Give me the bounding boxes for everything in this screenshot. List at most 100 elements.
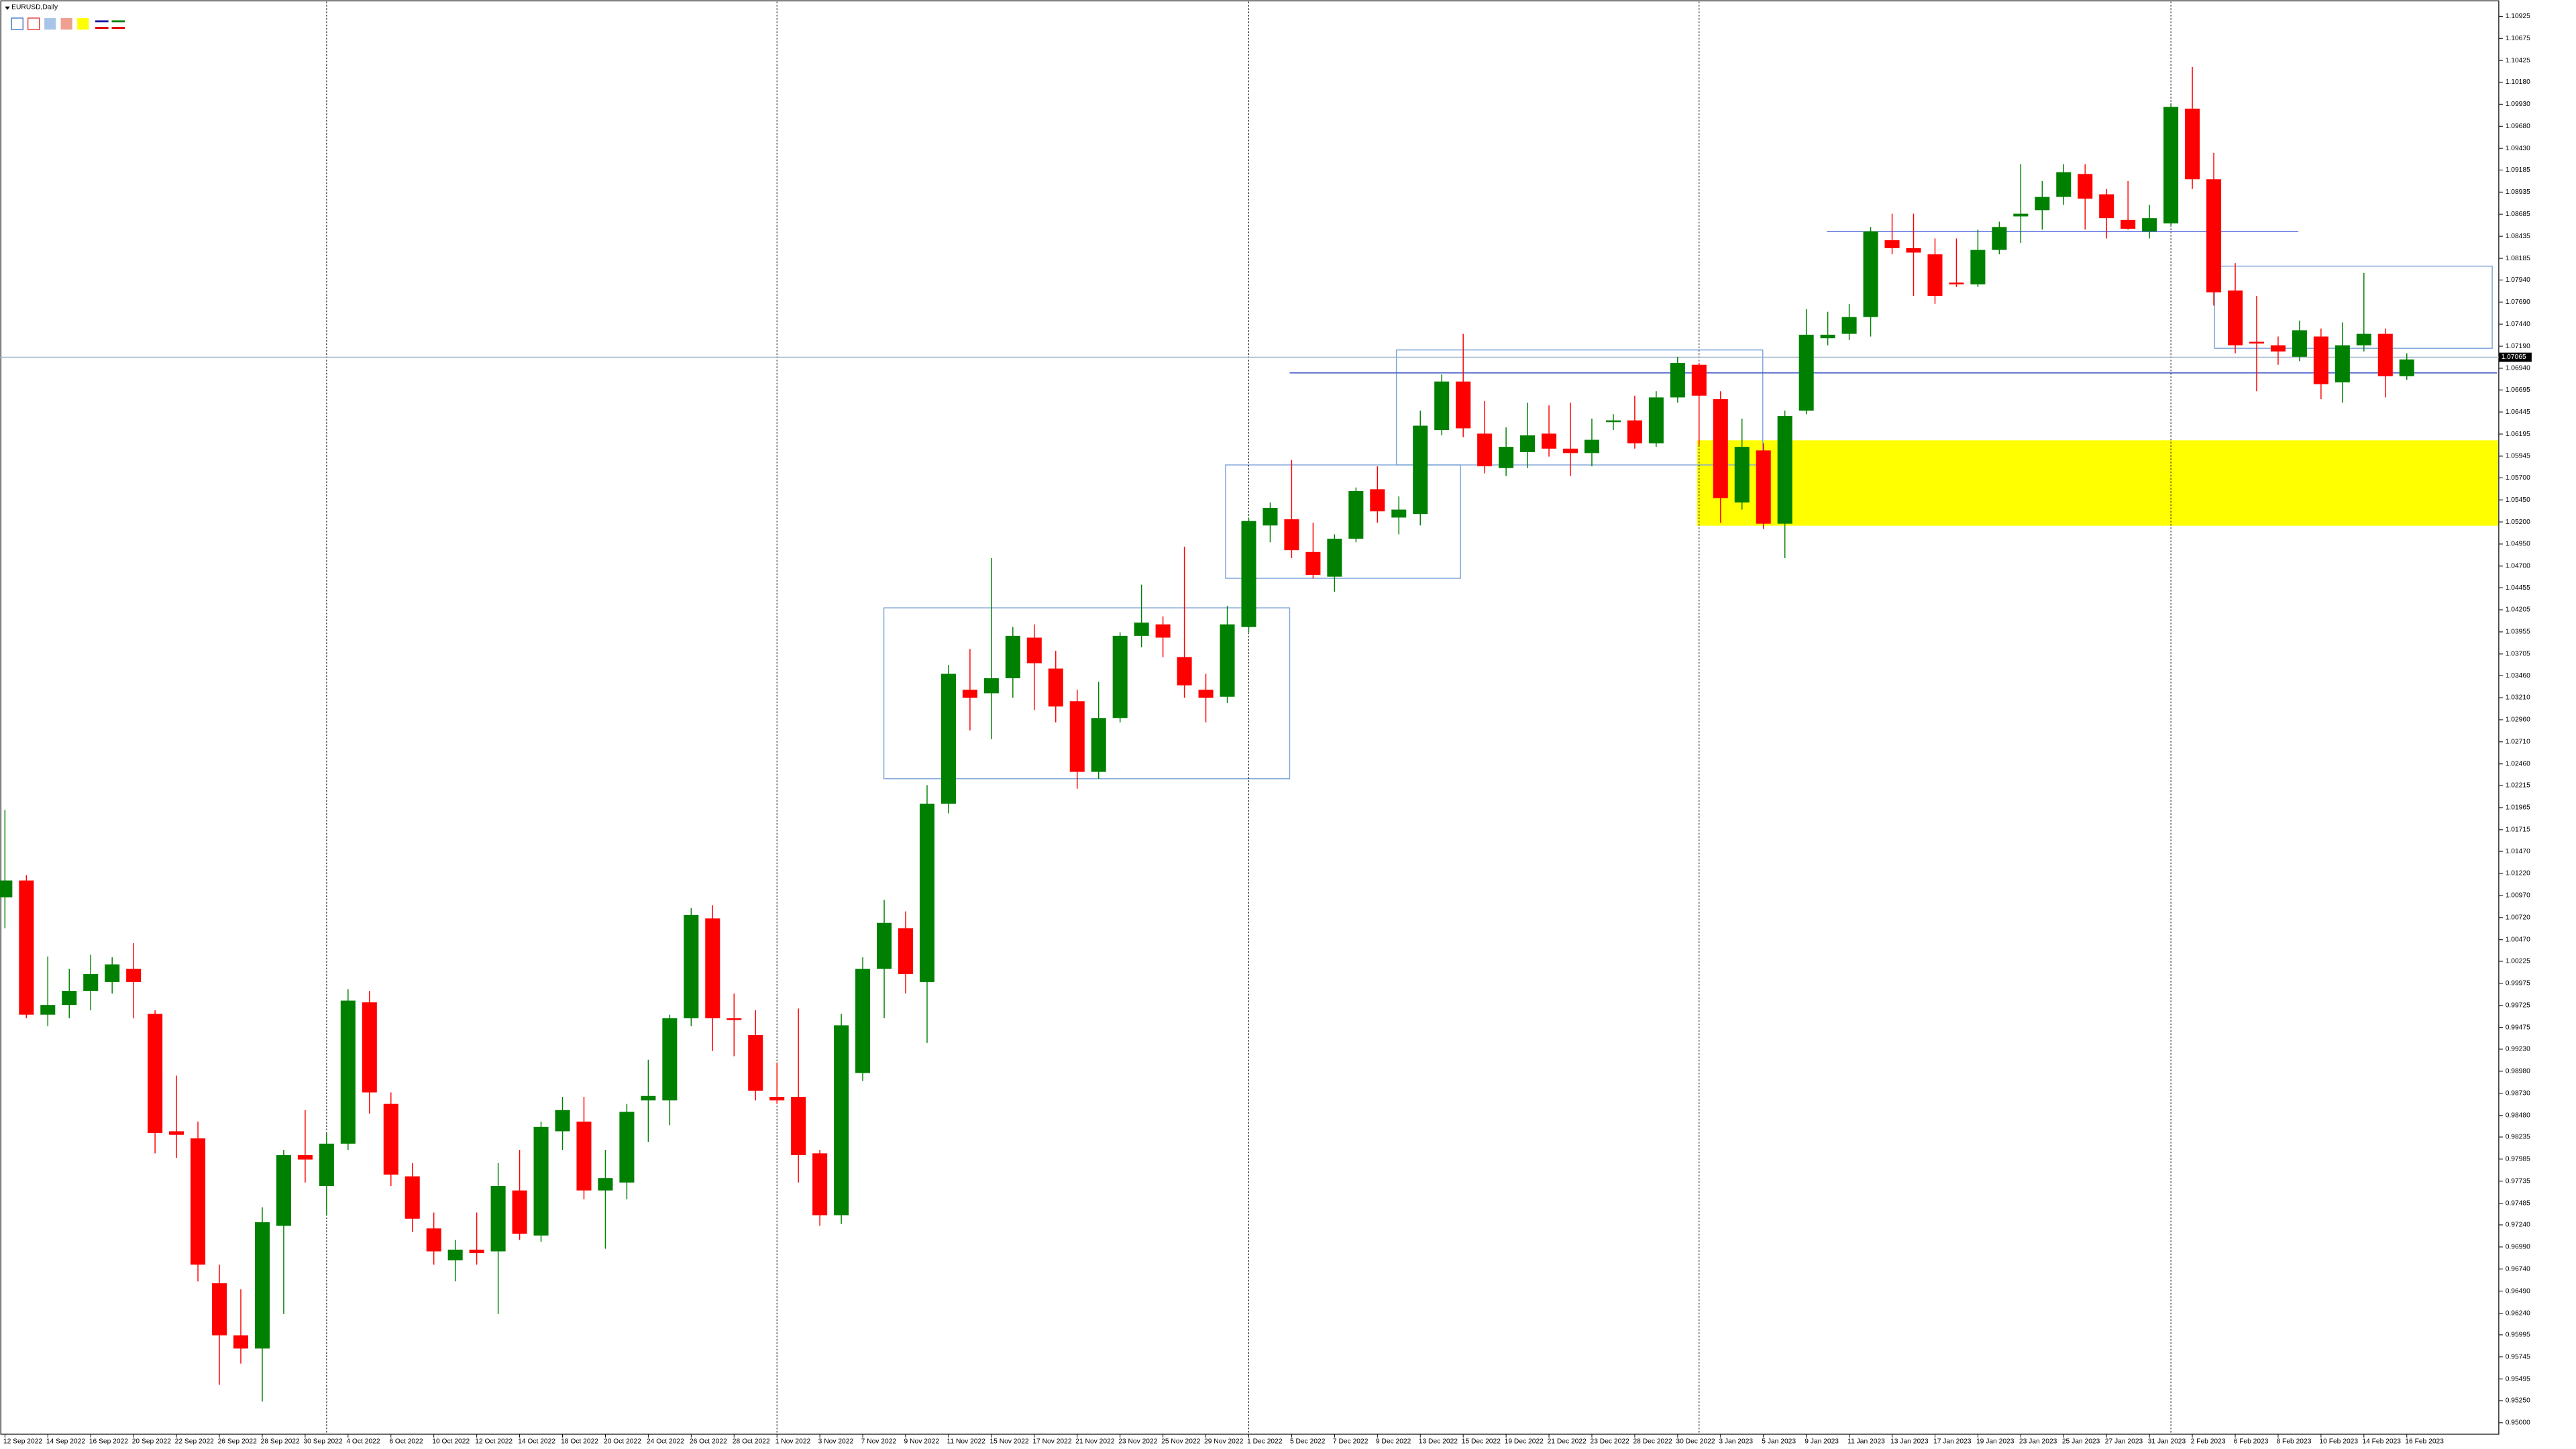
x-tick-label: 14 Sep 2022: [46, 1438, 86, 1446]
y-tick-label: 1.01470: [2506, 848, 2530, 855]
x-tick-label: 6 Feb 2023: [2234, 1438, 2269, 1446]
x-tick-label: 28 Dec 2022: [1633, 1438, 1672, 1446]
candle-body: [1584, 439, 1599, 453]
y-tick-label: 1.03955: [2506, 629, 2530, 636]
x-tick-label: 18 Oct 2022: [561, 1438, 598, 1446]
candle-body: [254, 1222, 270, 1349]
plot-frame: [0, 0, 2500, 1435]
x-tick-label: 20 Oct 2022: [604, 1438, 641, 1446]
candle-body: [40, 1005, 56, 1015]
y-tick-label: 1.08185: [2506, 255, 2530, 262]
y-tick-label: 0.98980: [2506, 1068, 2530, 1075]
y-tick-label: 1.09185: [2506, 166, 2530, 174]
y-tick-label: 0.99230: [2506, 1046, 2530, 1053]
y-tick-label: 1.07440: [2506, 321, 2530, 328]
icon[interactable]: [44, 17, 56, 30]
x-tick-label: 17 Jan 2023: [1933, 1438, 1972, 1446]
last-price-box: [2498, 352, 2532, 362]
rectangle[interactable]: [2214, 266, 2493, 349]
x-tick-label: 12 Sep 2022: [3, 1438, 43, 1446]
x-tick-label: 3 Nov 2022: [818, 1438, 854, 1446]
x-tick-label: 10 Oct 2022: [432, 1438, 470, 1446]
candle-body: [1992, 227, 2007, 250]
x-tick-label: 20 Sep 2022: [132, 1438, 172, 1446]
candle-body: [2099, 194, 2114, 219]
candle-body: [1091, 718, 1106, 772]
candle-body: [383, 1104, 398, 1175]
x-tick-label: 22 Sep 2022: [175, 1438, 215, 1446]
candle-body: [2227, 290, 2243, 345]
icon[interactable]: [11, 17, 24, 30]
x-tick-label: 14 Oct 2022: [518, 1438, 555, 1446]
icon[interactable]: [27, 17, 40, 30]
rectangle[interactable]: [883, 607, 1291, 780]
y-tick-label: 1.06695: [2506, 386, 2530, 394]
candle-body: [919, 803, 934, 982]
x-tick-label: 29 Nov 2022: [1204, 1438, 1244, 1446]
x-tick-label: 25 Jan 2023: [2062, 1438, 2100, 1446]
candle-body: [1734, 447, 1750, 503]
candle-body: [1370, 489, 1385, 512]
y-tick-label: 1.02960: [2506, 716, 2530, 724]
x-tick-label: 16 Sep 2022: [89, 1438, 129, 1446]
candle-body: [2270, 345, 2286, 352]
candle-body: [276, 1155, 291, 1226]
y-tick-label: 0.97240: [2506, 1222, 2530, 1229]
candle-body: [1327, 539, 1342, 577]
rectangle[interactable]: [1225, 464, 1461, 579]
candle-body: [2163, 107, 2179, 224]
x-tick-label: 23 Dec 2022: [1591, 1438, 1630, 1446]
icon[interactable]: [60, 17, 72, 30]
candle-body: [1134, 623, 1149, 636]
candle-body: [469, 1249, 484, 1254]
candle-body: [148, 1014, 163, 1134]
candle-body: [769, 1097, 785, 1101]
y-tick-label: 0.99725: [2506, 1002, 2530, 1010]
icon[interactable]: [77, 17, 89, 30]
y-tick-label: 1.02460: [2506, 760, 2530, 767]
candle-body: [898, 928, 914, 975]
y-tick-label: 1.05200: [2506, 519, 2530, 526]
y-tick-label: 1.01965: [2506, 804, 2530, 812]
candle-body: [662, 1018, 678, 1101]
x-tick-label: 4 Oct 2022: [346, 1438, 380, 1446]
candle-body: [1391, 509, 1407, 518]
y-tick-label: 1.05945: [2506, 453, 2530, 460]
candle-body: [962, 690, 977, 698]
x-tick-label: 23 Jan 2023: [2019, 1438, 2057, 1446]
candle-body: [1841, 317, 1857, 334]
candle-body: [1799, 334, 1814, 411]
y-tick-label: 1.04455: [2506, 584, 2530, 592]
y-tick-label: 0.99475: [2506, 1024, 2530, 1031]
x-tick-label: 11 Jan 2023: [1847, 1438, 1885, 1446]
candle-body: [1884, 240, 1900, 248]
candle-body: [447, 1249, 463, 1260]
candle-body: [1927, 254, 1943, 297]
x-tick-label: 19 Jan 2023: [1976, 1438, 2015, 1446]
candle-body: [2142, 218, 2157, 231]
rectangle[interactable]: [1395, 349, 1764, 466]
y-tick-label: 1.10180: [2506, 78, 2530, 86]
candle-body: [2377, 333, 2393, 376]
y-tick-label: 0.95250: [2506, 1397, 2530, 1405]
candle-body: [641, 1095, 656, 1101]
y-tick-label: 0.98235: [2506, 1134, 2530, 1141]
candle-body: [1069, 701, 1085, 772]
candle-body: [1648, 397, 1664, 443]
candle-body: [1177, 657, 1192, 686]
candle-body: [2334, 345, 2350, 383]
y-tick-label: 1.07190: [2506, 343, 2530, 350]
zone[interactable]: [1697, 440, 2498, 526]
chart-title: EURUSD,Daily: [11, 4, 58, 11]
menu-arrow[interactable]: [5, 6, 10, 10]
x-tick-label: 14 Feb 2023: [2362, 1438, 2401, 1446]
y-tick-label: 1.07940: [2506, 276, 2530, 284]
candle-body: [1005, 635, 1020, 679]
candle-body: [19, 880, 34, 1015]
candle-body: [83, 974, 99, 991]
y-tick-label: 0.95495: [2506, 1375, 2530, 1383]
y-tick-label: 1.01715: [2506, 826, 2530, 834]
candle-body: [105, 964, 120, 982]
candle-body: [1456, 381, 1471, 429]
x-tick-label: 10 Feb 2023: [2319, 1438, 2358, 1446]
